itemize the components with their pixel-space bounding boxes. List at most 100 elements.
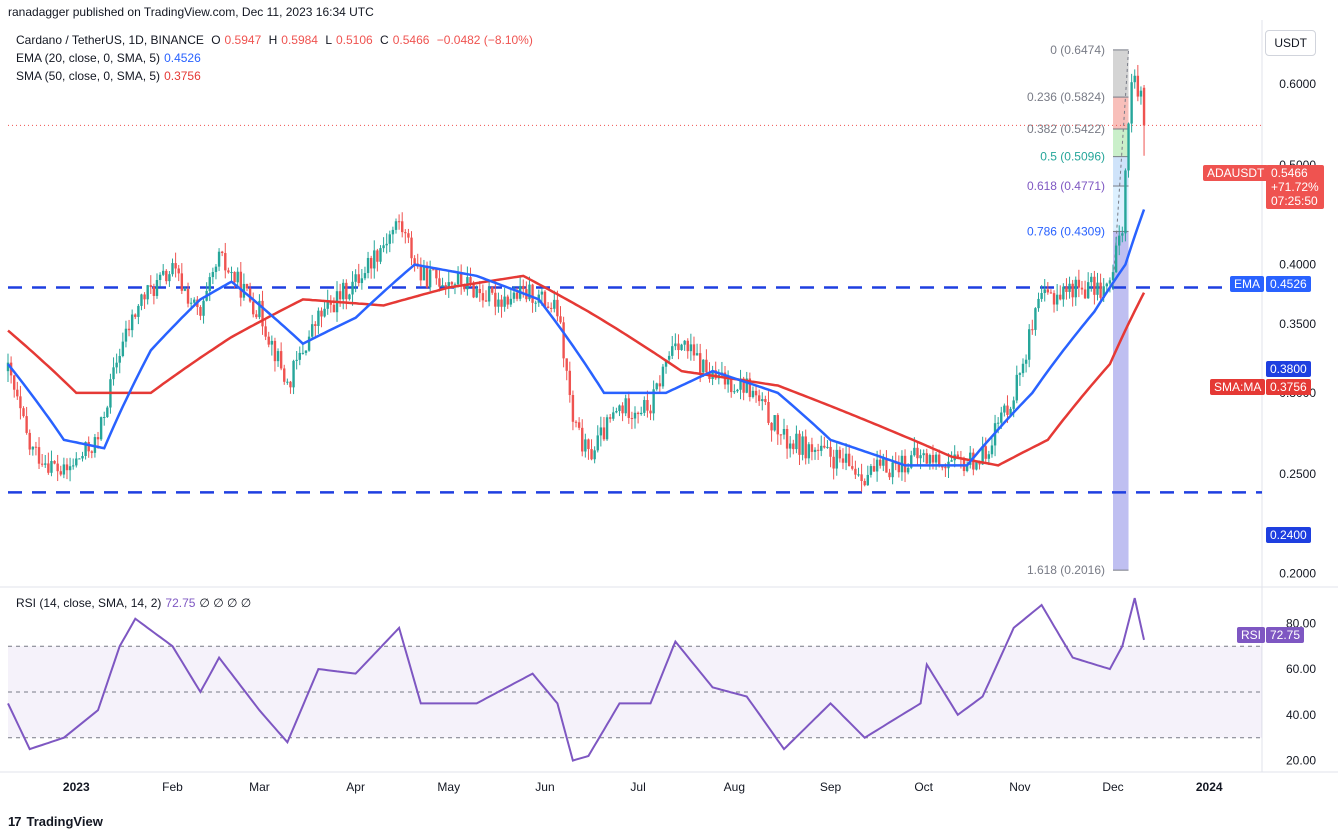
fib-level-label: 0.236 (0.5824) bbox=[1027, 90, 1105, 104]
candle-body bbox=[1121, 233, 1124, 236]
candle-body bbox=[1133, 75, 1136, 83]
candle-body bbox=[428, 269, 432, 288]
candle-body bbox=[93, 437, 97, 453]
candle-body bbox=[1059, 294, 1062, 300]
candle-body bbox=[59, 471, 62, 475]
candle-body bbox=[264, 326, 267, 337]
price-tick-label: 0.4000 bbox=[1279, 258, 1316, 272]
candle-body bbox=[829, 446, 832, 457]
candle-body bbox=[301, 352, 305, 354]
candle-body bbox=[1127, 123, 1130, 171]
candle-body bbox=[130, 314, 134, 331]
candle-body bbox=[332, 304, 336, 313]
candle-body bbox=[140, 294, 143, 306]
candle-body bbox=[376, 250, 379, 262]
candle-body bbox=[584, 439, 587, 452]
candle-body bbox=[1111, 272, 1115, 281]
candle-body bbox=[531, 284, 534, 303]
candle-body bbox=[276, 351, 280, 362]
candle-body bbox=[581, 427, 584, 452]
candle-body bbox=[661, 366, 665, 387]
candle-body bbox=[351, 281, 354, 295]
candle-body bbox=[283, 368, 286, 382]
candle-body bbox=[16, 389, 19, 397]
candle-body bbox=[152, 287, 156, 296]
adausdt-timer: 07:25:50 bbox=[1271, 194, 1318, 208]
candle-body bbox=[413, 258, 416, 264]
time-tick-label: Sep bbox=[820, 780, 842, 794]
candle-body bbox=[28, 432, 31, 450]
candle-body bbox=[941, 466, 944, 468]
close-value: 0.5466 bbox=[392, 33, 430, 47]
candle-body bbox=[233, 272, 236, 283]
candle-body bbox=[618, 405, 621, 412]
candle-body bbox=[689, 344, 693, 352]
candle-body bbox=[379, 248, 382, 262]
candle-body bbox=[394, 221, 398, 230]
adausdt-symbol-tag: ADAUSDT bbox=[1203, 165, 1269, 181]
candle-body bbox=[354, 274, 357, 282]
high-value: 0.5984 bbox=[281, 33, 318, 47]
candle-body bbox=[444, 285, 447, 287]
candle-body bbox=[503, 296, 506, 307]
candle-body bbox=[450, 282, 454, 285]
candle-body bbox=[1037, 298, 1040, 309]
candle-body bbox=[857, 474, 860, 476]
candle-body bbox=[149, 285, 152, 288]
candle-body bbox=[25, 416, 28, 433]
candle-body bbox=[888, 472, 891, 478]
change-value: −0.0482 (−8.10%) bbox=[436, 33, 533, 47]
candle-body bbox=[605, 417, 609, 440]
price-tick-label: 0.2500 bbox=[1279, 467, 1316, 481]
candle-body bbox=[1124, 170, 1127, 234]
candle-body bbox=[512, 292, 516, 299]
fib-level-label: 1.618 (0.2016) bbox=[1027, 563, 1105, 577]
candle-body bbox=[522, 285, 525, 290]
candle-body bbox=[466, 277, 469, 290]
fib-level-label: 0.618 (0.4771) bbox=[1027, 179, 1105, 193]
low-label: L bbox=[325, 33, 332, 47]
ema-legend-value: 0.4526 bbox=[164, 51, 201, 65]
candle-body bbox=[906, 467, 910, 473]
candle-body bbox=[913, 447, 916, 456]
candle-body bbox=[655, 383, 658, 390]
candle-body bbox=[304, 350, 308, 353]
candle-body bbox=[937, 454, 941, 467]
candle-body bbox=[779, 434, 783, 436]
candle-body bbox=[1102, 286, 1105, 298]
candle-body bbox=[556, 299, 559, 317]
candle-body bbox=[310, 324, 314, 337]
candle-body bbox=[577, 422, 581, 428]
candle-body bbox=[553, 299, 556, 309]
candle-body bbox=[441, 285, 444, 287]
candle-body bbox=[671, 346, 674, 356]
smama-tag-label: SMA:MA bbox=[1210, 379, 1266, 395]
candle-body bbox=[534, 302, 537, 304]
candle-body bbox=[745, 378, 748, 393]
candle-body bbox=[879, 459, 882, 466]
rsi-legend-extra: ∅ ∅ ∅ ∅ bbox=[199, 596, 252, 610]
candle-body bbox=[509, 298, 513, 305]
candle-body bbox=[866, 474, 869, 486]
candle-body bbox=[633, 412, 637, 419]
rsi-tag-label: RSI bbox=[1237, 627, 1266, 643]
candle-body bbox=[81, 456, 84, 459]
candle-body bbox=[686, 340, 689, 352]
candle-body bbox=[494, 292, 497, 307]
candle-body bbox=[847, 453, 851, 467]
candle-body bbox=[1018, 373, 1022, 375]
fib-level-label: 0.5 (0.5096) bbox=[1040, 150, 1105, 164]
candle-body bbox=[75, 458, 78, 466]
tradingview-brand: TradingView bbox=[26, 814, 103, 829]
candle-body bbox=[363, 273, 367, 279]
candle-body bbox=[342, 282, 345, 300]
candle-body bbox=[453, 284, 457, 286]
currency-button[interactable]: USDT bbox=[1265, 30, 1316, 56]
candle-body bbox=[345, 282, 348, 300]
fib-zone bbox=[1113, 49, 1129, 98]
candle-body bbox=[435, 269, 438, 279]
candle-body bbox=[922, 453, 925, 456]
candle-body bbox=[590, 449, 593, 460]
candle-body bbox=[795, 433, 798, 450]
rsi-tick-label: 20.00 bbox=[1286, 754, 1316, 768]
